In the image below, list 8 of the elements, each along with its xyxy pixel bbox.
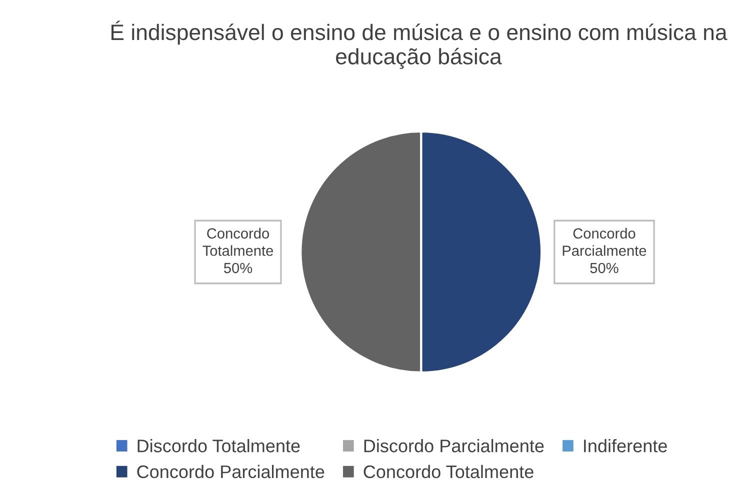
data-label: Concordo Parcialmente 50% <box>562 228 646 274</box>
legend-label: Discordo Totalmente <box>138 439 300 452</box>
data-label: Concordo Totalmente 50% <box>202 228 274 274</box>
legend-label: Discordo Parcialmente <box>364 439 544 452</box>
legend-label: Concordo Totalmente <box>364 464 534 478</box>
chart-title: É indispensável o ensino de música e o ensino com música na educação básica <box>111 20 728 69</box>
legend-label: Concordo Parcialmente <box>137 464 324 478</box>
legend-label: Indiferente <box>584 439 667 452</box>
